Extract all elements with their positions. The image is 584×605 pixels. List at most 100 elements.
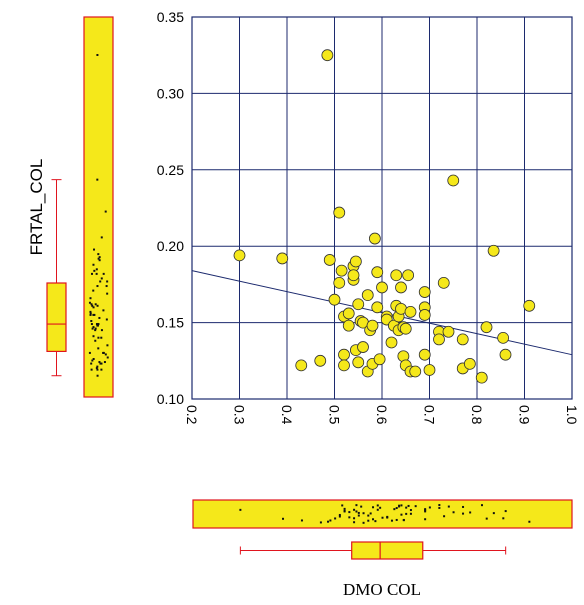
x-strip-dot (353, 521, 356, 524)
y-strip-dot (90, 320, 93, 322)
x-strip-dot (480, 504, 483, 507)
y-tick-label: 0.10 (157, 391, 184, 407)
y-strip-dot (100, 362, 103, 365)
x-strip-dot (239, 508, 242, 511)
y-strip-dot (98, 256, 101, 259)
x-strip-dot (381, 516, 384, 519)
data-point (333, 206, 346, 219)
x-strip-dot (395, 518, 398, 521)
y-strip-dot (88, 351, 91, 354)
y-strip-dot (100, 277, 103, 280)
y-strip-dot (91, 359, 94, 362)
x-strip-dot (452, 511, 455, 514)
data-point (349, 255, 362, 268)
data-point (399, 322, 412, 335)
data-point (323, 254, 336, 266)
y-tick-label: 0.15 (157, 315, 184, 331)
y-strip-dot (90, 303, 93, 306)
x-strip-dot (462, 512, 465, 515)
y-strip-dot (106, 292, 109, 295)
x-tick-label: 0.3 (232, 405, 248, 425)
x-strip-dot (362, 512, 365, 515)
y-strip-dot (90, 323, 93, 326)
x-strip-dot (369, 512, 372, 515)
x-strip-dot (376, 508, 379, 511)
x-strip-dot (367, 519, 370, 522)
data-point (347, 269, 360, 282)
y-strip-dot (96, 178, 99, 181)
x-tick-label: 0.8 (469, 405, 485, 425)
y-strip-dot (95, 367, 98, 370)
x-strip-dot (405, 512, 408, 515)
x-tick-label: 0.5 (327, 405, 343, 425)
y-strip-dot (100, 336, 103, 339)
y-strip-dot (93, 269, 96, 272)
data-point (361, 289, 374, 301)
x-strip-dot (469, 511, 472, 514)
x-strip-dot (409, 512, 412, 515)
data-point (276, 252, 289, 265)
data-point (376, 281, 388, 294)
x-strip-dot (424, 508, 427, 511)
data-point (373, 353, 386, 366)
x-tick-label: 0.7 (422, 405, 438, 425)
x-strip-dot (400, 504, 403, 507)
y-strip-dot (100, 329, 103, 332)
x-strip-dot (327, 520, 330, 523)
data-point (357, 341, 369, 353)
y-strip-dot (96, 304, 99, 307)
y-strip-dot (96, 324, 99, 327)
x-strip-dot (528, 520, 531, 523)
x-strip-dot (402, 519, 405, 522)
y-strip-dot (90, 368, 93, 371)
data-point (395, 281, 407, 294)
x-strip-dot (360, 505, 363, 508)
x-strip-dot (407, 504, 410, 507)
data-point (314, 354, 327, 367)
y-strip-dot (92, 263, 95, 266)
y-strip-dot (93, 248, 96, 251)
grid-lines (191, 16, 573, 400)
y-strip-dot (94, 329, 97, 332)
data-point (385, 336, 398, 349)
y-strip-band (83, 16, 114, 398)
y-strip-dot (89, 310, 92, 313)
data-point (523, 299, 536, 312)
x-tick-label: 0.9 (517, 405, 533, 425)
x-strip-dot (379, 506, 382, 509)
y-strip-dot (102, 309, 105, 312)
y-strip-dot (94, 339, 97, 342)
y-strip-dot (103, 361, 106, 364)
y-strip-dot (94, 327, 97, 330)
data-point (295, 359, 308, 372)
x-strip-dot (405, 506, 408, 509)
y-strip-dot (88, 301, 91, 304)
data-point (390, 269, 403, 282)
y-box-body (46, 282, 67, 353)
y-strip-dot (99, 280, 102, 283)
x-strip-dot (424, 509, 427, 512)
y-strip-dot (97, 253, 100, 256)
y-strip-dot (98, 259, 101, 262)
x-strip-dot (282, 517, 285, 520)
data-point (368, 232, 381, 245)
y-tick-labels: 0.10 0.15 0.20 0.25 0.30 0.35 (157, 9, 184, 407)
y-strip-dot (104, 210, 107, 213)
y-strip-dot (92, 326, 95, 329)
x-strip-dot (438, 506, 441, 509)
x-strip-dot (348, 516, 351, 519)
x-strip-dot (362, 521, 365, 524)
y-strip-dot (95, 272, 98, 275)
x-strip-dot (348, 511, 351, 514)
x-strip-dot (343, 507, 346, 510)
y-strip-dot (104, 353, 107, 356)
x-tick-label: 0.2 (184, 405, 200, 425)
x-strip-dot (462, 505, 465, 508)
data-point (321, 49, 334, 62)
data-point (328, 293, 341, 306)
y-strip-dot (96, 54, 99, 56)
data-point (447, 174, 460, 187)
y-strip-dot (106, 344, 109, 347)
y-strip-dot (98, 316, 101, 319)
data-point (402, 269, 415, 282)
